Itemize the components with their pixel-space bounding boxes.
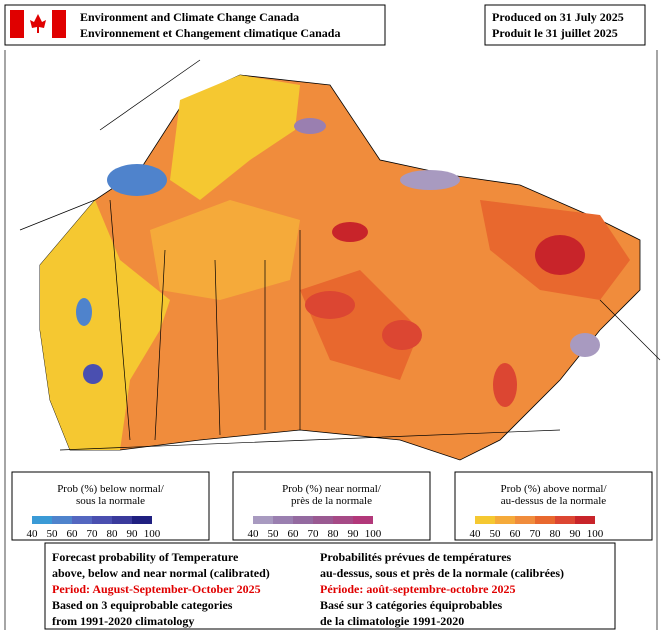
- legend-title: Prob (%) below normal/: [57, 483, 165, 495]
- footer-line: from 1991-2020 climatology: [52, 614, 194, 628]
- legend-tick-label: 40: [27, 528, 39, 540]
- legend-swatch: [575, 516, 595, 524]
- legend-tick-label: 60: [288, 528, 300, 540]
- legend-tick-label: 100: [144, 528, 161, 540]
- below-normal-zone: [107, 164, 167, 196]
- footer-line: de la climatologie 1991-2020: [320, 614, 464, 628]
- legend-title: sous la normale: [76, 495, 145, 507]
- legend-tick-label: 80: [550, 528, 562, 540]
- province-lines: [109, 199, 301, 441]
- maple-leaf: [30, 14, 46, 33]
- footer-period: Période: août-septembre-octobre 2025: [320, 582, 516, 596]
- header-box: Environment and Climate Change Canada En…: [4, 4, 386, 46]
- below-normal-zone: [83, 364, 103, 384]
- graticule: [19, 59, 661, 451]
- footer: Forecast probability of Temperature abov…: [44, 542, 616, 630]
- legend-swatch: [112, 516, 132, 524]
- zone-40-50: [40, 200, 170, 450]
- legend: Prob (%) near normal/près de la normale 4…: [232, 471, 431, 541]
- near-normal-zone: [570, 333, 600, 357]
- legend-title: Prob (%) above normal/: [501, 483, 608, 495]
- legend-title: au-dessus de la normale: [501, 495, 606, 507]
- legend-swatch: [52, 516, 72, 524]
- legend-swatch: [495, 516, 515, 524]
- zone-80-90: [382, 320, 422, 350]
- legend-tick-label: 50: [490, 528, 502, 540]
- legend-swatch: [313, 516, 333, 524]
- boundaries: [4, 50, 661, 630]
- legend-swatch: [253, 516, 273, 524]
- legend: Prob (%) above normal/au-dessus de la no…: [454, 471, 653, 541]
- footer-line: Probabilités prévues de températures: [320, 550, 512, 564]
- frame: [4, 50, 658, 630]
- legend-tick-label: 60: [510, 528, 522, 540]
- legend-frame: [232, 471, 431, 541]
- footer-line: au-dessus, sous et près de la normale (c…: [320, 566, 564, 580]
- legend-tick-label: 40: [470, 528, 482, 540]
- legend-tick-label: 50: [268, 528, 280, 540]
- legends: Prob (%) below normal/sous la normale 40 5…: [11, 471, 653, 541]
- zone-40-50: [170, 75, 300, 200]
- zone-80-90: [535, 235, 585, 275]
- header-frame: [4, 4, 386, 46]
- legend-tick-label: 70: [530, 528, 542, 540]
- flag-band: [52, 10, 66, 38]
- legend-tick-label: 90: [348, 528, 360, 540]
- legend-tick-label: 70: [87, 528, 99, 540]
- footer-period: Period: August-September-October 2025: [52, 582, 261, 596]
- footer-line: Basé sur 3 catégories équiprobables: [320, 598, 503, 612]
- zone-50-60: [150, 200, 300, 300]
- near-normal-zone: [400, 170, 460, 190]
- zone-80-90: [493, 363, 517, 407]
- legend-tick-label: 70: [308, 528, 320, 540]
- legend-swatch: [535, 516, 555, 524]
- agency-en: Environment and Climate Change Canada: [80, 10, 299, 24]
- near-normal-zone: [294, 118, 326, 134]
- below-normal-zone: [76, 298, 92, 326]
- footer-line: Forecast probability of Temperature: [52, 550, 239, 564]
- legend-swatch: [353, 516, 373, 524]
- legend: Prob (%) below normal/sous la normale 40 5…: [11, 471, 210, 541]
- legend-swatch: [92, 516, 112, 524]
- legend-title: près de la normale: [291, 495, 372, 507]
- legend-tick-label: 50: [47, 528, 59, 540]
- zone-80-90: [332, 222, 368, 242]
- legend-tick-label: 40: [248, 528, 260, 540]
- legend-tick-label: 90: [570, 528, 582, 540]
- footer-frame: [44, 542, 616, 630]
- date-frame: [484, 4, 646, 46]
- legend-tick-label: 80: [107, 528, 119, 540]
- legend-swatch: [333, 516, 353, 524]
- agency-fr: Environnement et Changement climatique C…: [80, 26, 340, 40]
- legend-frame: [11, 471, 210, 541]
- legend-tick-label: 60: [67, 528, 79, 540]
- produced-en: Produced on 31 July 2025: [492, 10, 624, 24]
- legend-swatch: [293, 516, 313, 524]
- date-box: Produced on 31 July 2025 Produit le 31 j…: [484, 4, 646, 46]
- flag-band: [10, 10, 24, 38]
- footer-line: above, below and near normal (calibrated…: [52, 566, 270, 580]
- legend-swatch: [132, 516, 152, 524]
- legend-frame: [454, 471, 653, 541]
- legend-tick-label: 100: [365, 528, 382, 540]
- legend-swatch: [32, 516, 52, 524]
- zone-80-90: [305, 291, 355, 319]
- legend-swatch: [475, 516, 495, 524]
- legend-tick-label: 100: [587, 528, 604, 540]
- map: [4, 50, 661, 630]
- legend-swatch: [555, 516, 575, 524]
- legend-swatch: [515, 516, 535, 524]
- legend-title: Prob (%) near normal/: [282, 483, 382, 495]
- legend-tick-label: 90: [127, 528, 139, 540]
- legend-tick-label: 80: [328, 528, 340, 540]
- produced-fr: Produit le 31 juillet 2025: [492, 26, 618, 40]
- legend-swatch: [273, 516, 293, 524]
- legend-swatch: [72, 516, 92, 524]
- footer-line: Based on 3 equiprobable categories: [52, 598, 233, 612]
